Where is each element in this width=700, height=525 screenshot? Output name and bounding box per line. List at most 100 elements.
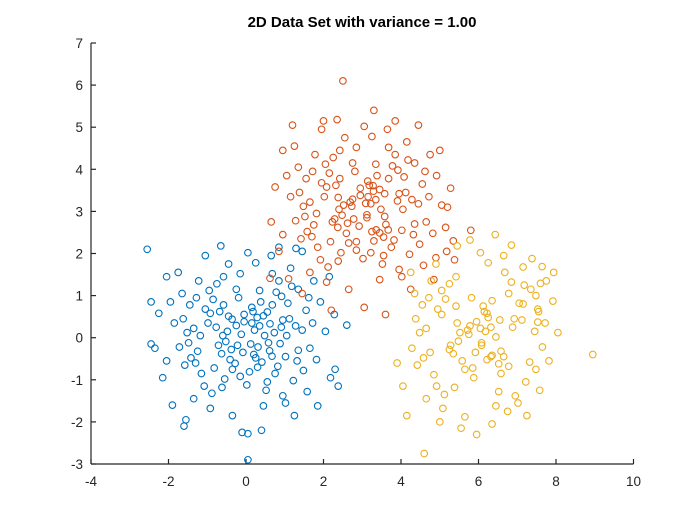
data-point <box>151 344 159 353</box>
data-point <box>521 378 530 386</box>
data-point <box>264 338 273 347</box>
cluster-yellow <box>393 230 597 458</box>
data-point <box>321 160 330 169</box>
data-point <box>410 220 419 228</box>
data-point <box>228 315 236 324</box>
data-point <box>265 346 274 355</box>
data-point <box>189 324 198 333</box>
data-point <box>254 343 262 351</box>
data-point <box>433 305 442 313</box>
data-point <box>219 301 228 309</box>
data-point <box>523 411 531 420</box>
data-point <box>397 226 406 235</box>
data-point <box>450 255 459 264</box>
data-point <box>525 358 534 366</box>
data-point <box>191 359 200 367</box>
data-point <box>201 251 210 260</box>
data-point <box>215 307 224 316</box>
data-point <box>477 338 486 347</box>
data-point <box>432 382 441 390</box>
data-point <box>267 251 276 260</box>
data-point <box>373 171 381 180</box>
data-point <box>384 174 393 183</box>
data-point <box>419 354 428 362</box>
data-point <box>480 307 489 316</box>
data-point <box>466 226 475 235</box>
data-point <box>224 260 233 268</box>
data-point <box>289 376 298 385</box>
data-point <box>414 121 423 129</box>
y-tick-label: 1 <box>75 289 83 304</box>
data-point <box>263 308 272 316</box>
data-point <box>282 331 291 340</box>
data-point <box>532 365 540 374</box>
data-point <box>174 268 183 277</box>
data-point <box>381 310 390 319</box>
data-point <box>379 233 388 241</box>
data-point <box>240 310 248 319</box>
data-point <box>420 449 429 458</box>
data-point <box>494 387 503 396</box>
data-point <box>187 354 195 362</box>
data-point <box>270 328 279 337</box>
data-point <box>309 277 318 285</box>
x-tick-label: 8 <box>552 474 560 489</box>
data-point <box>549 268 558 277</box>
data-point <box>147 298 155 306</box>
data-point <box>554 328 562 337</box>
data-point <box>340 133 349 142</box>
data-point <box>372 226 381 234</box>
data-point <box>452 302 460 310</box>
data-point <box>477 341 486 350</box>
data-point <box>536 279 545 288</box>
data-point <box>588 350 597 359</box>
data-point <box>535 386 544 395</box>
data-point <box>483 355 491 364</box>
data-point <box>316 298 325 306</box>
data-point <box>432 253 440 262</box>
data-point <box>210 364 219 372</box>
data-point <box>275 247 283 256</box>
data-point <box>449 349 458 358</box>
data-point <box>334 382 343 390</box>
data-point <box>301 212 309 221</box>
data-point <box>492 402 500 410</box>
data-point <box>292 244 300 253</box>
data-point <box>481 327 490 336</box>
data-point <box>221 337 230 346</box>
data-point <box>339 201 348 209</box>
data-point <box>468 364 477 372</box>
data-point <box>366 248 375 257</box>
data-point <box>499 251 508 260</box>
data-point <box>302 174 310 183</box>
data-point <box>393 359 401 367</box>
data-point <box>387 243 396 252</box>
data-point <box>491 230 500 239</box>
data-point <box>277 323 286 332</box>
data-point <box>244 429 252 438</box>
data-point <box>343 219 352 228</box>
data-point <box>545 357 553 365</box>
data-point <box>342 321 351 329</box>
data-point <box>538 262 546 271</box>
data-point <box>538 343 547 351</box>
data-point <box>278 391 287 400</box>
data-point <box>344 285 353 294</box>
data-point <box>294 285 303 294</box>
data-point <box>306 268 314 277</box>
data-point <box>461 412 469 421</box>
data-point <box>325 169 334 177</box>
data-point <box>495 316 504 324</box>
data-point <box>334 193 343 202</box>
data-point <box>245 367 254 376</box>
data-point <box>427 277 436 285</box>
data-point <box>511 391 520 400</box>
data-point <box>476 248 485 257</box>
data-point <box>379 251 388 260</box>
data-point <box>446 184 455 193</box>
data-point <box>312 209 321 218</box>
data-point <box>246 340 255 348</box>
data-point <box>530 327 539 336</box>
data-point <box>316 255 325 264</box>
data-point <box>298 289 307 298</box>
